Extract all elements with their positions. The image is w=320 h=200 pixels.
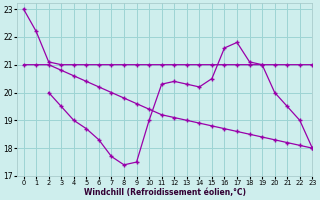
X-axis label: Windchill (Refroidissement éolien,°C): Windchill (Refroidissement éolien,°C)	[84, 188, 246, 197]
